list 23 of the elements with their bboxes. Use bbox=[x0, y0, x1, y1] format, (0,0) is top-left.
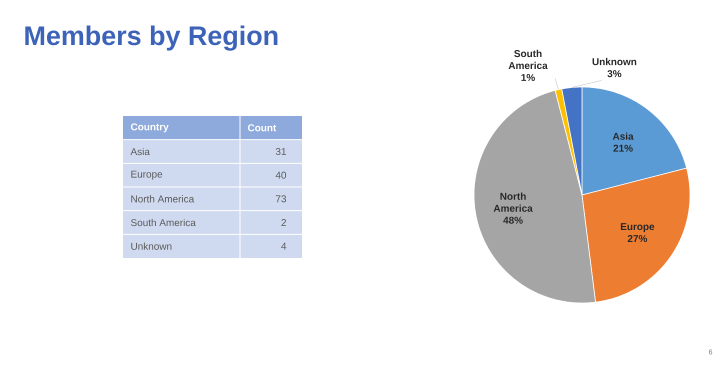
text: 40 bbox=[276, 172, 286, 179]
data-label: 48% bbox=[503, 216, 523, 224]
category-label: Asia bbox=[130, 148, 150, 156]
category-label: Unknown bbox=[131, 242, 172, 250]
text: Members by Region bbox=[25, 26, 278, 51]
text: 4 bbox=[281, 242, 286, 250]
data-label: 3% bbox=[607, 70, 622, 78]
text: Country bbox=[130, 123, 169, 132]
data-label: 21% bbox=[613, 144, 633, 152]
text: Count bbox=[248, 124, 276, 132]
category-label: Europe bbox=[131, 170, 162, 180]
slice-label: Unknown bbox=[592, 58, 636, 66]
data-label: 27% bbox=[628, 235, 648, 242]
text: 2 bbox=[281, 219, 286, 226]
text: 31 bbox=[276, 148, 286, 156]
text: 73 bbox=[276, 195, 286, 202]
category-label: North America bbox=[131, 195, 194, 202]
slice-label: Europe bbox=[620, 223, 654, 232]
data-label: 1% bbox=[521, 74, 535, 81]
slice-label: South America bbox=[508, 50, 548, 70]
category-label: South America bbox=[130, 218, 196, 226]
slice-label: Asia bbox=[612, 132, 634, 140]
slice-label: North America bbox=[494, 192, 533, 212]
